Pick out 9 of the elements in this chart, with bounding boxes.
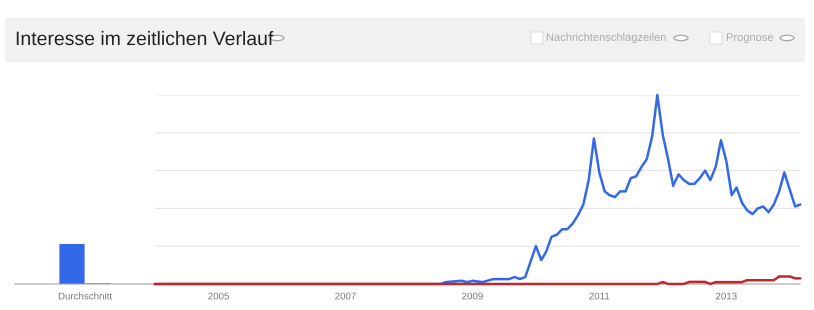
text: Nachrichtenschlagzeilen (546, 32, 666, 44)
text: Prognose (726, 33, 774, 44)
x-tick-label: 2013 (716, 292, 737, 300)
x-tick-label: 2007 (335, 292, 356, 300)
x-tick-label: Durchschnitt (58, 292, 112, 300)
x-tick-label: 2005 (208, 292, 230, 300)
x-tick-label: 2009 (462, 292, 483, 300)
chart-title: Interesse im zeitlichen Verlauf (16, 30, 274, 46)
x-tick-label: 2011 (589, 292, 610, 300)
